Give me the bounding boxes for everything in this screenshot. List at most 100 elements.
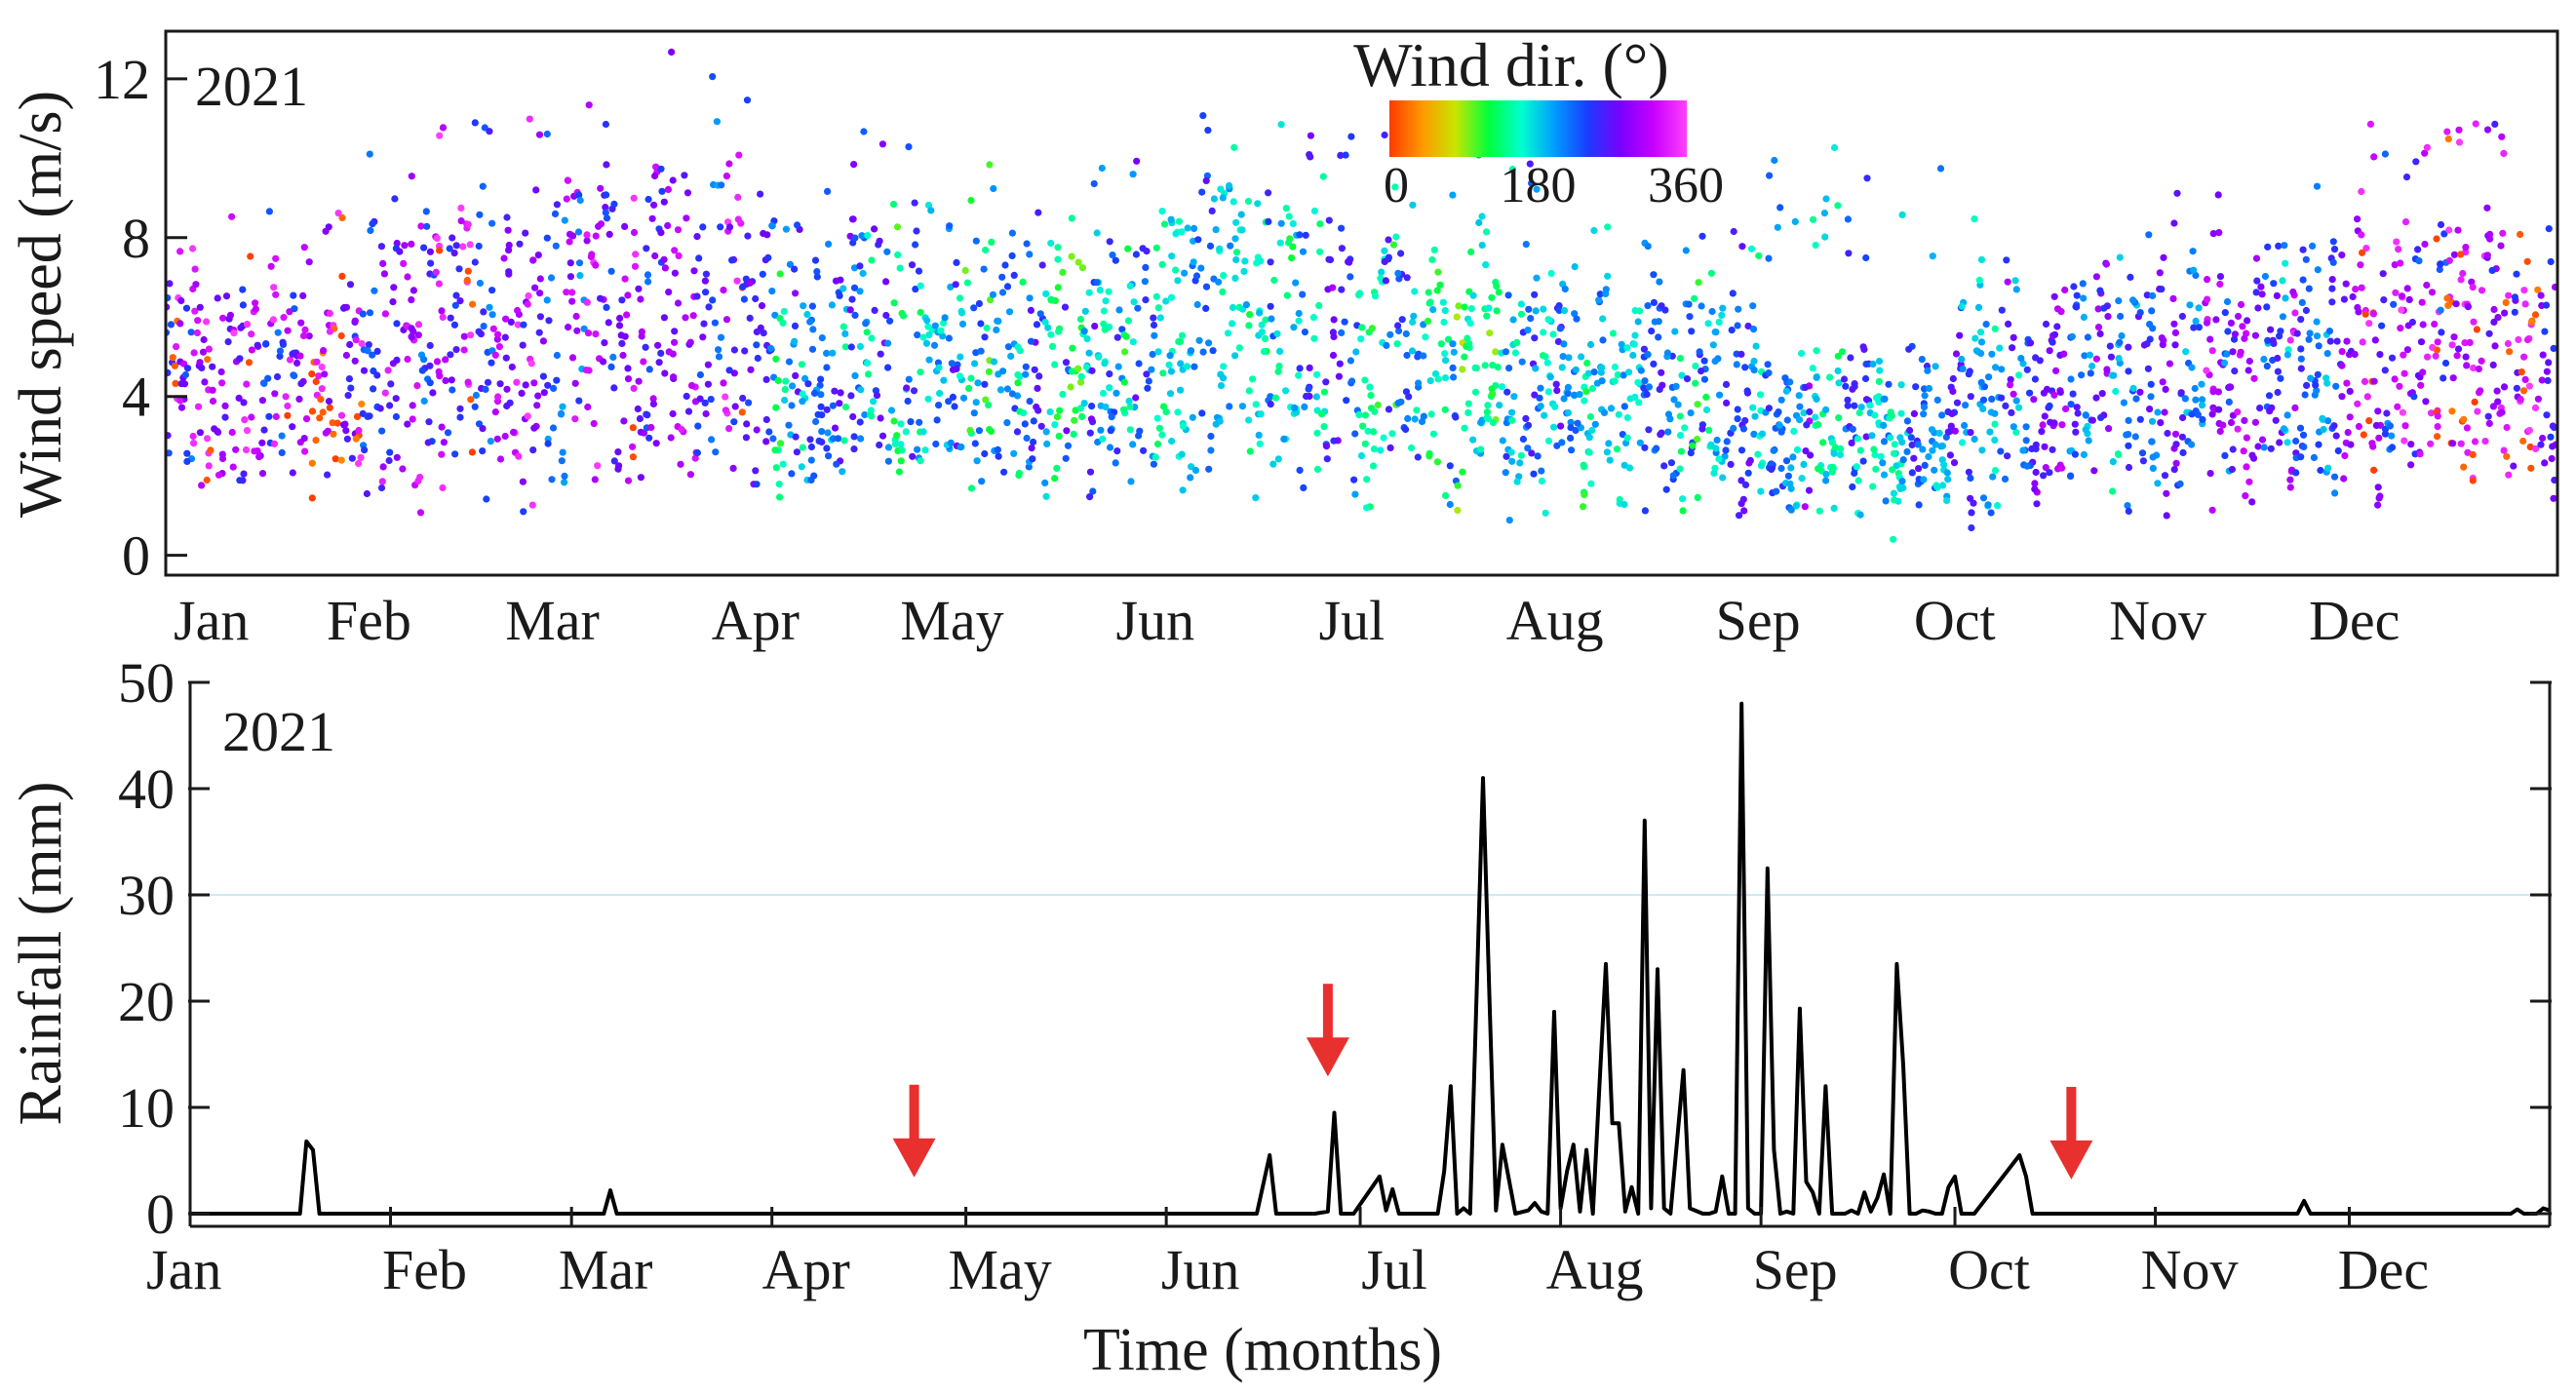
wind-data-point (1635, 399, 1643, 407)
wind-data-point (392, 412, 400, 421)
wind-data-point (2437, 220, 2445, 229)
wind-data-point (338, 272, 346, 280)
wind-data-point (1240, 267, 1248, 275)
wind-data-point (2551, 476, 2557, 484)
wind-data-point (2251, 418, 2259, 426)
wind-data-point (668, 48, 676, 57)
wind-data-point (528, 501, 536, 509)
wind-data-point (1026, 294, 1034, 302)
wind-data-point (603, 214, 611, 222)
wind-data-point (2395, 246, 2402, 253)
wind-data-point (1988, 395, 1996, 403)
wind-data-point (491, 351, 499, 359)
wind-data-point (1047, 295, 1055, 303)
wind-data-point (2291, 404, 2299, 411)
wind-data-point (2485, 329, 2493, 337)
wind-data-point (575, 191, 583, 199)
wind-data-point (2310, 453, 2318, 461)
wind-data-point (2206, 335, 2214, 343)
wind-data-point (1446, 500, 1454, 509)
wind-data-point (840, 437, 848, 445)
wind-data-point (2171, 329, 2179, 336)
wind-data-point (1723, 399, 1731, 407)
wind-data-point (2277, 328, 2284, 335)
wind-data-point (2347, 441, 2355, 448)
wind-data-point (862, 320, 870, 328)
wind-data-point (2418, 298, 2426, 306)
wind-data-point (506, 399, 514, 407)
wind-data-point (1711, 329, 1719, 336)
wind-data-point (326, 404, 333, 411)
wind-data-point (1082, 363, 1090, 371)
wind-data-point (300, 244, 308, 252)
wind-data-point (1875, 377, 1883, 385)
wind-data-point (629, 443, 637, 450)
wind-data-point (1336, 360, 1344, 368)
wind-data-point (2314, 266, 2322, 274)
wind-data-point (2462, 244, 2470, 252)
wind-data-point (2545, 359, 2553, 367)
wind-data-point (800, 302, 807, 310)
wind-data-point (1671, 328, 1679, 335)
wind-data-point (1450, 348, 1458, 356)
wind-data-point (1370, 428, 1378, 436)
wind-data-point (2258, 290, 2266, 298)
wind-data-point (925, 356, 933, 364)
wind-data-point (2375, 494, 2383, 502)
wind-data-point (2131, 433, 2139, 441)
wind-data-point (595, 222, 603, 230)
wind-data-point (457, 217, 465, 225)
wind-data-point (386, 402, 394, 409)
wind-data-point (602, 209, 609, 216)
wind-data-point (912, 286, 919, 293)
wind-data-point (526, 115, 533, 123)
wind-data-point (480, 308, 488, 316)
wind-data-point (561, 216, 568, 224)
wind-data-point (2393, 238, 2400, 246)
wind-data-point (1840, 375, 1849, 383)
wind-data-point (850, 284, 859, 291)
wind-data-point (1737, 500, 1745, 508)
wind-data-point (2138, 449, 2147, 457)
wind-data-point (1455, 302, 1463, 310)
wind-data-point (1915, 501, 1923, 509)
wind-data-point (806, 436, 814, 444)
wind-data-point (735, 151, 743, 159)
wind-data-point (729, 464, 737, 472)
wind-data-point (1124, 317, 1132, 325)
wind-data-point (535, 131, 544, 138)
wind-data-point (1906, 426, 1914, 435)
wind-data-point (1106, 370, 1113, 378)
wind-data-point (1815, 507, 1823, 515)
wind-data-point (326, 328, 333, 335)
wind-data-point (1862, 253, 1870, 262)
wind-data-point (1709, 341, 1717, 349)
wind-data-point (561, 472, 568, 480)
wind-data-point (1522, 414, 1530, 422)
wind-data-point (2188, 364, 2196, 371)
wind-data-point (2003, 256, 2010, 264)
wind-data-point (709, 296, 717, 304)
wind-data-point (772, 355, 780, 363)
wind-data-point (2071, 420, 2079, 428)
wind-data-point (975, 427, 984, 435)
wind-data-point (1407, 444, 1416, 452)
wind-data-point (835, 435, 842, 443)
wind-data-point (1540, 305, 1547, 313)
wind-data-point (1683, 375, 1692, 383)
wind-data-point (988, 238, 995, 246)
wind-data-point (209, 386, 216, 394)
wind-data-point (2136, 388, 2144, 396)
wind-data-point (1907, 434, 1915, 442)
wind-data-point (433, 234, 441, 242)
wind-data-point (2179, 448, 2187, 456)
wind-data-point (905, 375, 913, 383)
wind-data-point (2519, 387, 2528, 395)
wind-data-point (1735, 305, 1742, 313)
wind-data-point (258, 470, 267, 478)
wind-data-point (629, 424, 637, 432)
wind-data-point (1377, 446, 1385, 454)
wind-data-point (677, 460, 684, 468)
wind-data-point (557, 410, 566, 418)
wind-data-point (1323, 455, 1331, 463)
